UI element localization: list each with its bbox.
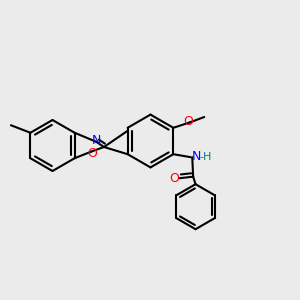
Text: N: N — [192, 150, 202, 163]
Text: -H: -H — [199, 152, 212, 162]
Text: O: O — [88, 147, 98, 160]
Text: O: O — [183, 115, 193, 128]
Text: N: N — [92, 134, 101, 147]
Text: O: O — [169, 172, 179, 185]
